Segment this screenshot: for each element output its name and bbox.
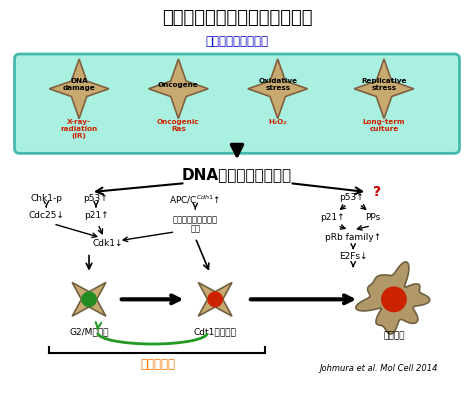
- Polygon shape: [149, 59, 208, 119]
- Circle shape: [207, 291, 223, 307]
- Polygon shape: [198, 282, 232, 316]
- Text: Oncogene: Oncogene: [158, 82, 199, 88]
- Text: DNA
damage: DNA damage: [63, 78, 95, 91]
- Polygon shape: [49, 59, 109, 119]
- Text: Cdc25↓: Cdc25↓: [28, 211, 64, 221]
- Text: ?: ?: [373, 185, 381, 199]
- Text: p21↑: p21↑: [320, 213, 345, 222]
- Text: p53↑: p53↑: [339, 193, 364, 202]
- Text: APC/C$^{Cdh1}$↑: APC/C$^{Cdh1}$↑: [170, 194, 221, 206]
- Text: pRb family↑: pRb family↑: [325, 233, 381, 242]
- Text: p53↑: p53↑: [83, 194, 109, 202]
- Circle shape: [381, 286, 407, 312]
- Text: 老化細胞: 老化細胞: [383, 332, 405, 341]
- Text: E2Fs↓: E2Fs↓: [339, 252, 367, 261]
- Text: 分解: 分解: [190, 224, 201, 234]
- Text: p21↑: p21↑: [84, 211, 108, 221]
- Text: 様々な老化誘導刺激: 様々な老化誘導刺激: [206, 35, 268, 48]
- Text: Long-term
culture: Long-term culture: [363, 119, 405, 132]
- Text: Cdk1↓: Cdk1↓: [92, 239, 123, 248]
- Text: PPs: PPs: [365, 213, 381, 222]
- Text: Replicative
stress: Replicative stress: [361, 78, 407, 91]
- Polygon shape: [354, 59, 414, 119]
- Text: G2/M期停止: G2/M期停止: [69, 328, 109, 337]
- Text: 分裂期タンパク質の: 分裂期タンパク質の: [173, 215, 218, 224]
- Polygon shape: [248, 59, 308, 119]
- Circle shape: [81, 291, 97, 307]
- FancyBboxPatch shape: [15, 54, 459, 154]
- Text: Johmura et al. Mol Cell 2014: Johmura et al. Mol Cell 2014: [320, 364, 438, 373]
- Text: H₂O₂: H₂O₂: [269, 119, 287, 124]
- Text: Oncogenic
Ras: Oncogenic Ras: [157, 119, 200, 132]
- Text: 細胞分裂期回避と老化誘導機構: 細胞分裂期回避と老化誘導機構: [162, 9, 312, 27]
- Text: X-ray-
radiation
(IR): X-ray- radiation (IR): [61, 119, 98, 139]
- Polygon shape: [356, 262, 430, 334]
- Text: Oxidative
stress: Oxidative stress: [258, 78, 297, 91]
- Text: Chk1-p: Chk1-p: [30, 194, 62, 202]
- Polygon shape: [72, 282, 106, 316]
- Text: Cdt1陽性細胞: Cdt1陽性細胞: [194, 328, 237, 337]
- Text: 分裂期回避: 分裂期回避: [140, 358, 175, 371]
- Text: DNA損傷応答の活性化: DNA損傷応答の活性化: [182, 167, 292, 182]
